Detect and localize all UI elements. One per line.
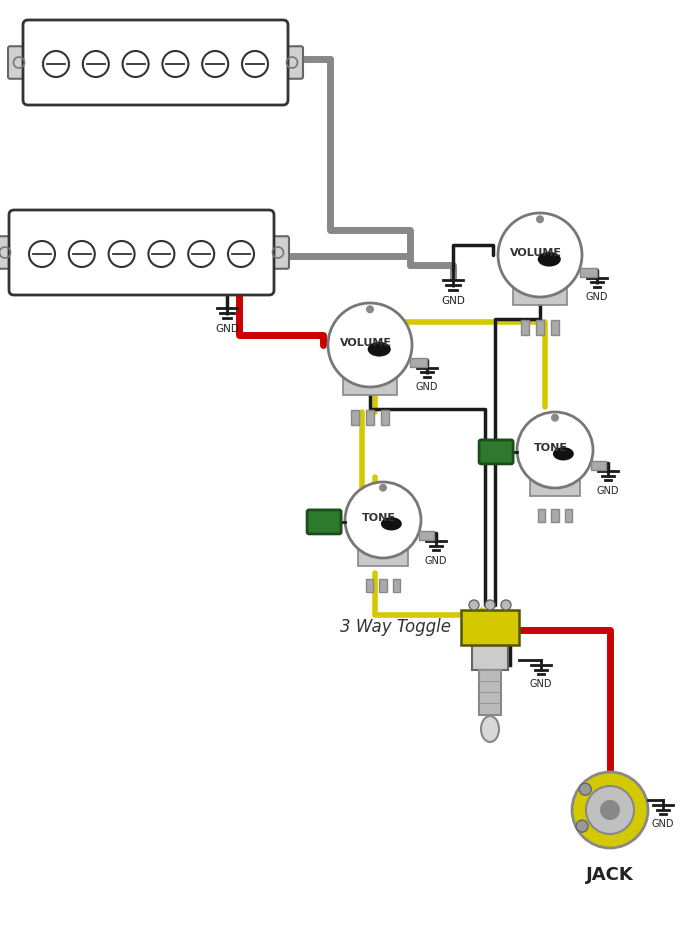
Bar [366,410,375,425]
FancyBboxPatch shape [281,46,303,79]
Ellipse shape [381,517,402,531]
Bar [358,543,407,566]
FancyBboxPatch shape [307,510,341,534]
Circle shape [576,820,588,832]
Circle shape [228,241,254,267]
Text: 3 Way Toggle: 3 Way Toggle [340,619,451,636]
Bar [531,473,580,495]
Circle shape [551,414,559,421]
FancyBboxPatch shape [267,236,289,269]
Circle shape [108,241,134,267]
Circle shape [69,241,95,267]
Text: GND: GND [425,556,447,566]
Bar [379,579,387,592]
Circle shape [536,216,544,223]
Circle shape [29,241,55,267]
Bar [461,610,519,645]
Bar [521,320,529,335]
Bar [410,357,427,367]
Circle shape [345,482,421,558]
Circle shape [485,600,495,610]
Circle shape [43,51,69,77]
Text: GND: GND [596,486,620,495]
Text: GND: GND [215,323,239,333]
FancyBboxPatch shape [8,46,30,79]
Bar [479,670,501,715]
Ellipse shape [538,252,561,267]
Circle shape [572,772,648,848]
Bar [580,268,596,277]
Circle shape [517,412,593,488]
Text: JACK: JACK [586,866,634,884]
Text: GND: GND [586,292,608,302]
Text: VOLUME: VOLUME [340,338,392,348]
Bar [512,281,567,306]
Circle shape [328,303,412,387]
Text: TONE: TONE [362,513,396,523]
Text: GND: GND [441,295,465,306]
Bar [381,410,389,425]
Text: VOLUME: VOLUME [510,248,562,258]
Bar [565,508,573,522]
Ellipse shape [368,342,391,357]
Bar [551,320,559,335]
FancyBboxPatch shape [9,210,274,295]
Circle shape [501,600,511,610]
Bar [343,370,398,395]
FancyBboxPatch shape [0,236,16,269]
Text: GND: GND [416,382,438,392]
Bar [551,508,559,522]
Circle shape [469,600,479,610]
Bar [538,508,545,522]
Bar [351,410,359,425]
Bar [419,532,434,540]
Text: GND: GND [652,820,674,830]
FancyBboxPatch shape [479,440,513,464]
Circle shape [498,213,582,297]
Bar [472,645,508,670]
Bar [365,579,373,592]
Circle shape [188,241,214,267]
Ellipse shape [481,716,499,742]
Bar [393,579,400,592]
Text: GND: GND [530,680,552,689]
Circle shape [148,241,174,267]
Ellipse shape [553,447,574,460]
FancyBboxPatch shape [23,20,288,105]
Circle shape [580,783,592,795]
Circle shape [586,786,634,834]
Circle shape [122,51,148,77]
Circle shape [202,51,228,77]
Circle shape [600,800,620,820]
Circle shape [83,51,108,77]
Circle shape [366,306,374,313]
Bar [536,320,544,335]
Bar [591,461,606,469]
Text: TONE: TONE [534,444,568,453]
Circle shape [379,483,387,492]
Circle shape [162,51,188,77]
Circle shape [242,51,268,77]
